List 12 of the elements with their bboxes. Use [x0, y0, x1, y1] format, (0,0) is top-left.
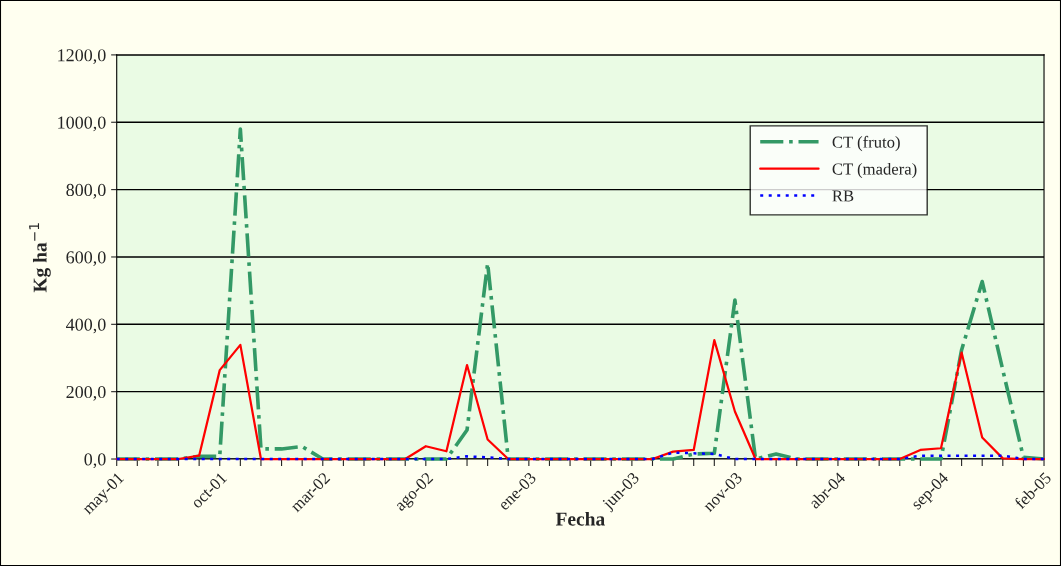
- y-tick-label: 0,0: [84, 453, 106, 469]
- y-tick-label: 200,0: [66, 385, 106, 401]
- y-tick-label: 600,0: [66, 251, 106, 266]
- y-tick-label: 1200,0: [58, 49, 106, 64]
- y-tick-label: 1000,0: [58, 116, 106, 132]
- y-axis-title: Kg ha$^{−1}$: [29, 223, 51, 293]
- y-tick-label: 800,0: [66, 183, 106, 199]
- legend-label: CT (madera): [832, 162, 917, 179]
- y-tick-label: 400,0: [66, 318, 106, 334]
- x-axis-title: Fecha: [555, 511, 605, 526]
- legend-label: CT (fruto): [832, 135, 900, 152]
- legend-label: RB: [832, 190, 854, 202]
